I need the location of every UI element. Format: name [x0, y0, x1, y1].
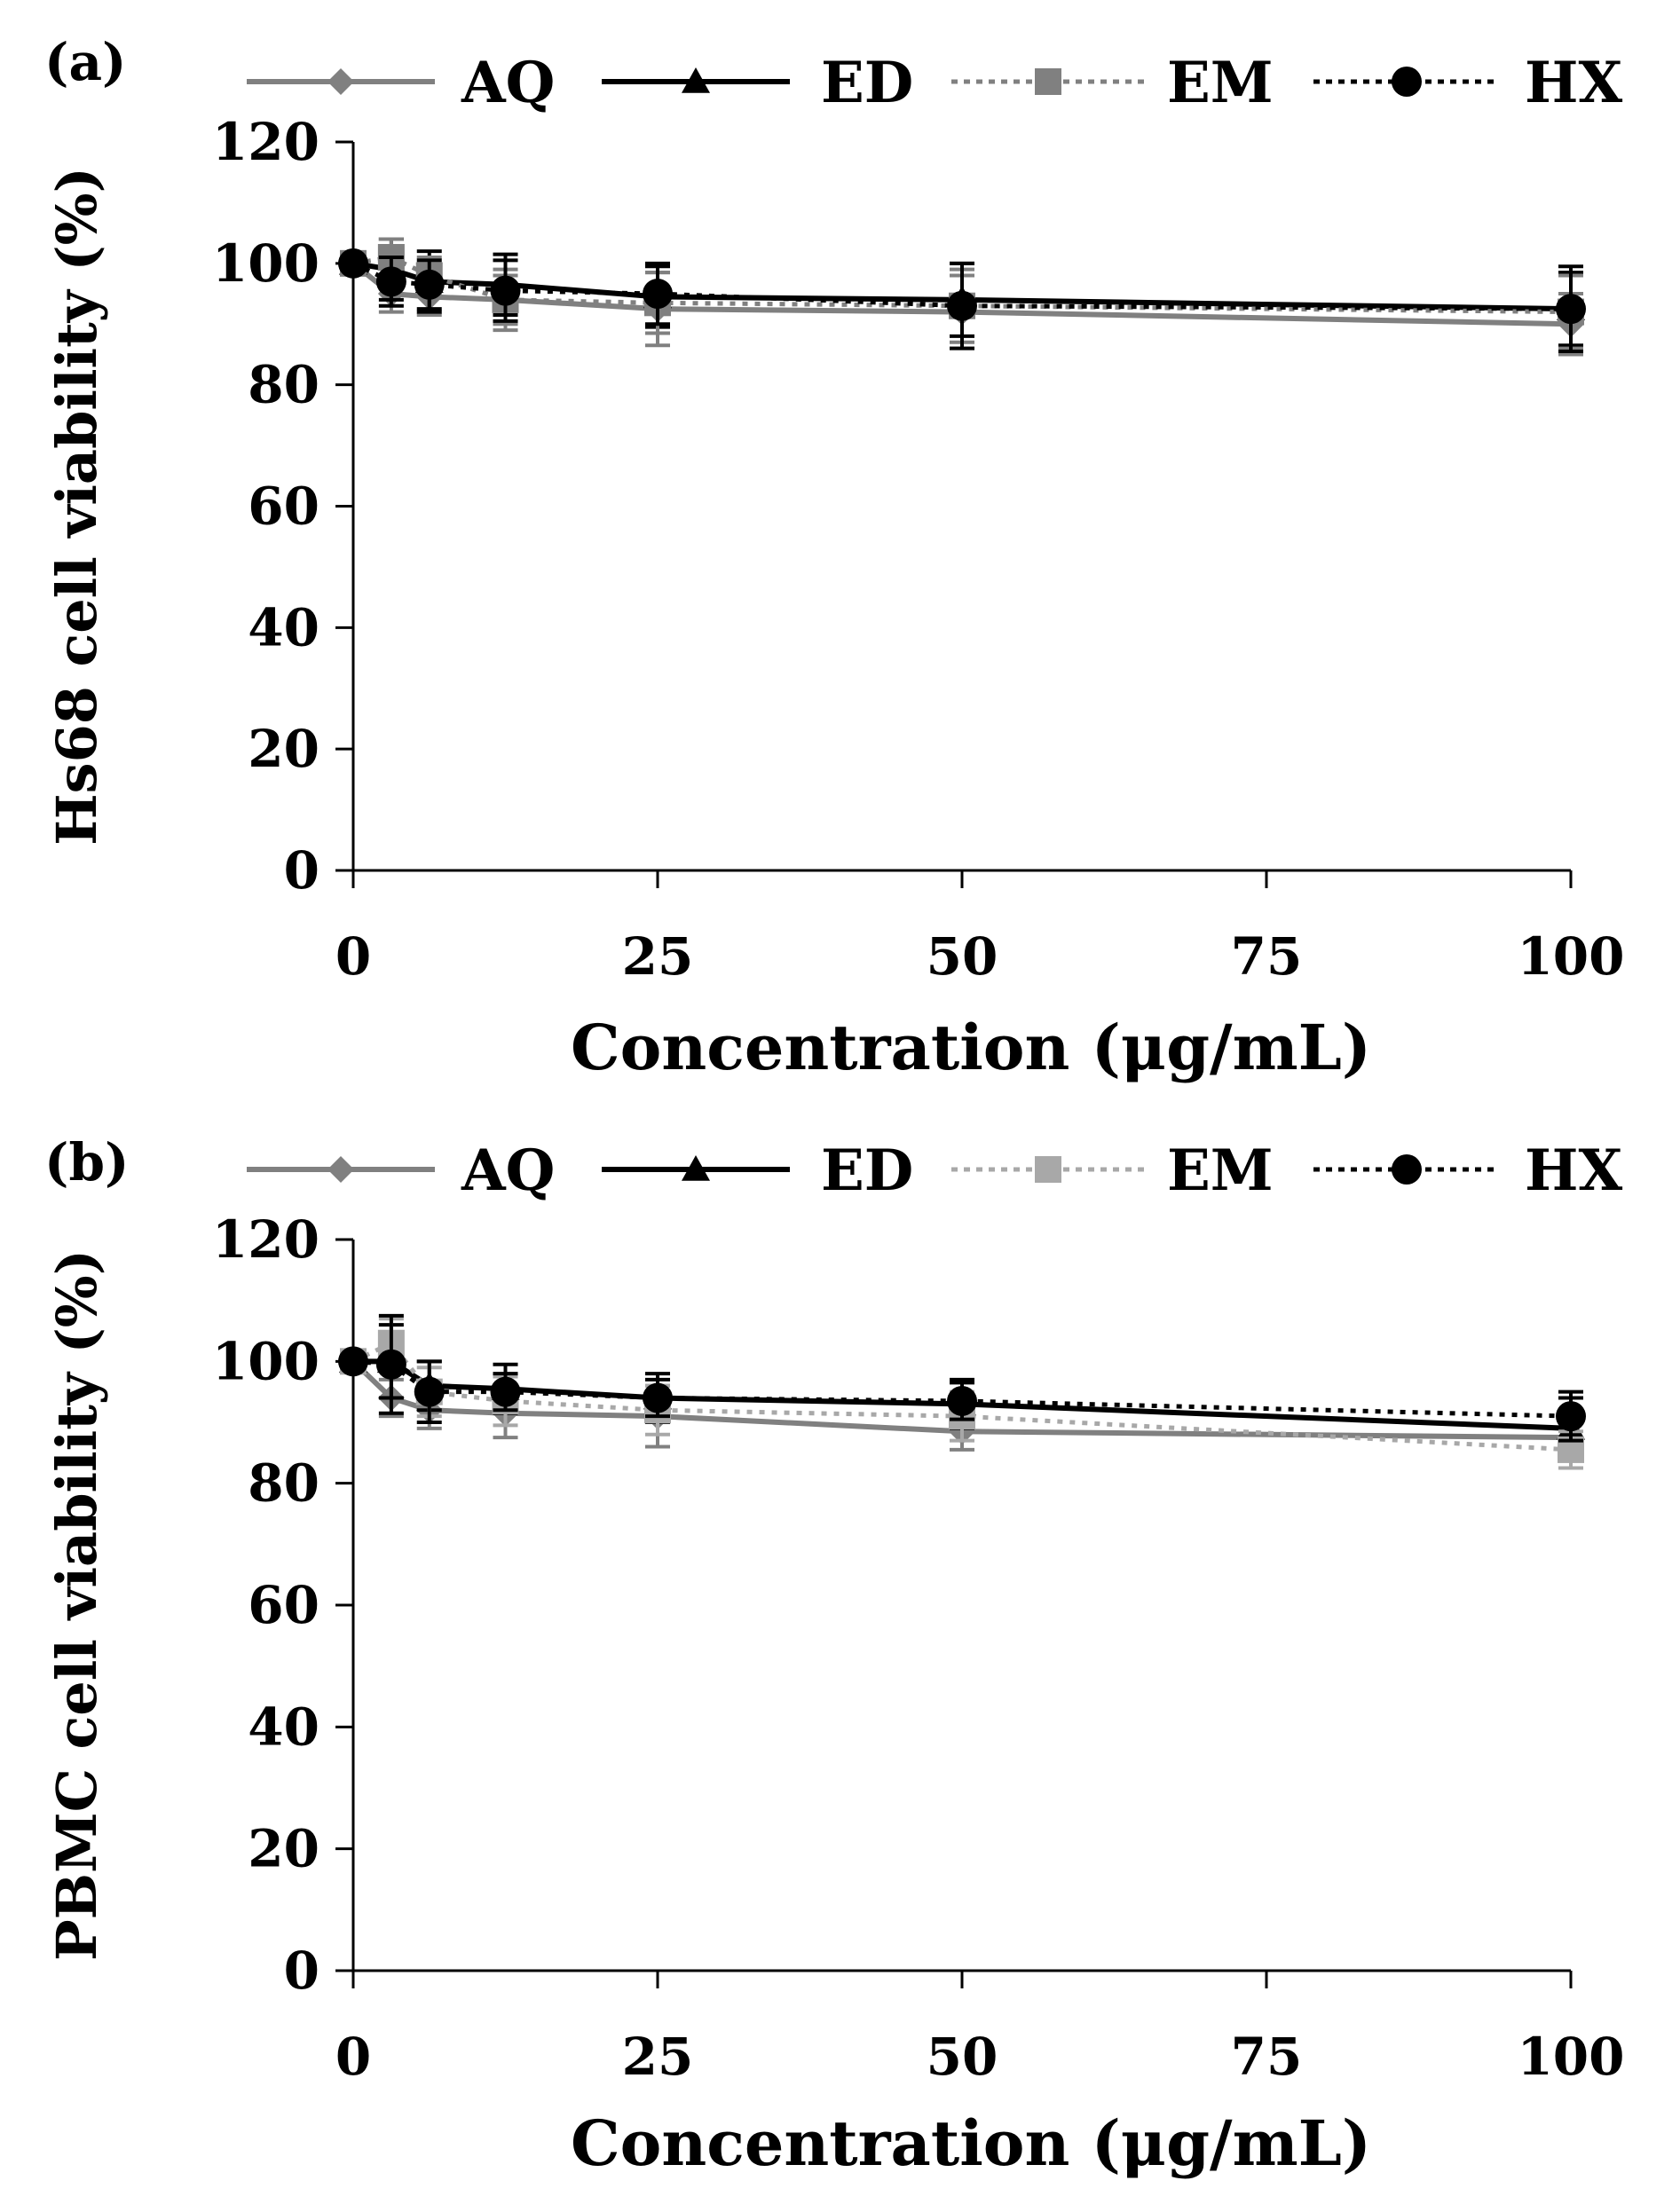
y-tick-label: 80: [248, 1453, 319, 1514]
x-tick-label: 100: [1517, 2027, 1624, 2087]
chart-panel: (b) AQ ED EM HX 0 20 40 60 80 100 120 0 25 50 75 100 Conc…: [44, 1132, 1625, 2180]
legend-marker: [327, 1156, 354, 1183]
x-axis-title: Concentration (μg/mL): [571, 1011, 1371, 1084]
data-point: [947, 1385, 977, 1416]
data-point: [490, 275, 521, 306]
data-point: [1556, 294, 1586, 325]
y-axis-title: Hs68 cell viability (%): [44, 167, 109, 846]
legend-label: EM: [1167, 50, 1274, 116]
y-tick-label: 60: [248, 1575, 319, 1635]
legend-item: HX: [1313, 1137, 1622, 1204]
legend-label: HX: [1525, 1137, 1622, 1204]
y-tick-label: 0: [284, 1940, 319, 2001]
legend-marker: [1392, 67, 1422, 97]
x-tick-label: 50: [927, 926, 998, 987]
y-tick-label: 100: [212, 1331, 319, 1391]
x-tick-label: 0: [335, 2027, 371, 2087]
y-tick-label: 80: [248, 355, 319, 415]
y-tick-label: 0: [284, 840, 319, 901]
x-tick-label: 50: [927, 2027, 998, 2087]
legend-marker: [327, 68, 354, 95]
legend-label: HX: [1525, 50, 1622, 116]
y-tick-label: 120: [212, 1209, 319, 1270]
legend-marker: [1392, 1154, 1422, 1185]
legend-item: HX: [1313, 50, 1622, 116]
series-hx: [338, 1313, 1586, 1443]
data-point: [338, 248, 368, 279]
legend-item: ED: [602, 50, 913, 116]
y-axis-title: PBMC cell viability (%): [44, 1249, 109, 1961]
legend-marker: [1035, 68, 1061, 95]
x-axis-title: Concentration (μg/mL): [571, 2106, 1371, 2180]
legend-label: EM: [1167, 1137, 1274, 1204]
data-point: [414, 269, 445, 300]
legend-item: AQ: [247, 1137, 555, 1204]
x-tick-label: 100: [1517, 926, 1624, 987]
panel-label: (a): [44, 32, 126, 92]
legend-label: ED: [821, 50, 913, 116]
legend-item: EM: [951, 50, 1274, 116]
data-point: [375, 266, 406, 297]
legend-item: AQ: [247, 50, 555, 116]
legend-label: ED: [821, 1137, 913, 1204]
data-point: [643, 279, 673, 310]
y-tick-label: 100: [212, 233, 319, 294]
legend-marker: [1035, 1156, 1061, 1183]
data-point: [947, 290, 977, 321]
data-point: [414, 1376, 445, 1407]
legend-label: AQ: [461, 1137, 555, 1204]
y-tick-label: 20: [248, 1819, 319, 1879]
y-tick-label: 120: [212, 112, 319, 172]
x-tick-label: 0: [335, 926, 371, 987]
legend-item: EM: [951, 1137, 1274, 1204]
data-point: [375, 1349, 406, 1380]
y-tick-label: 20: [248, 719, 319, 779]
x-tick-label: 75: [1231, 2027, 1303, 2087]
x-tick-label: 25: [622, 2027, 694, 2087]
y-tick-label: 40: [248, 1696, 319, 1757]
x-tick-label: 75: [1231, 926, 1303, 987]
legend-marker: [682, 67, 710, 93]
legend-marker: [682, 1155, 710, 1181]
y-tick-label: 60: [248, 476, 319, 537]
chart-panel: (a) AQ ED EM HX 0 20 40 60 80 100 120 0 25 50 75 100 Conc…: [44, 32, 1625, 1084]
legend-label: AQ: [461, 50, 555, 116]
x-tick-label: 25: [622, 926, 694, 987]
data-point: [490, 1376, 521, 1407]
legend-item: ED: [602, 1137, 913, 1204]
series-hx: [338, 248, 1586, 354]
data-point: [643, 1382, 673, 1413]
panel-label: (b): [44, 1132, 129, 1193]
y-tick-label: 40: [248, 597, 319, 657]
data-point: [338, 1346, 368, 1377]
data-point: [1556, 1401, 1586, 1432]
